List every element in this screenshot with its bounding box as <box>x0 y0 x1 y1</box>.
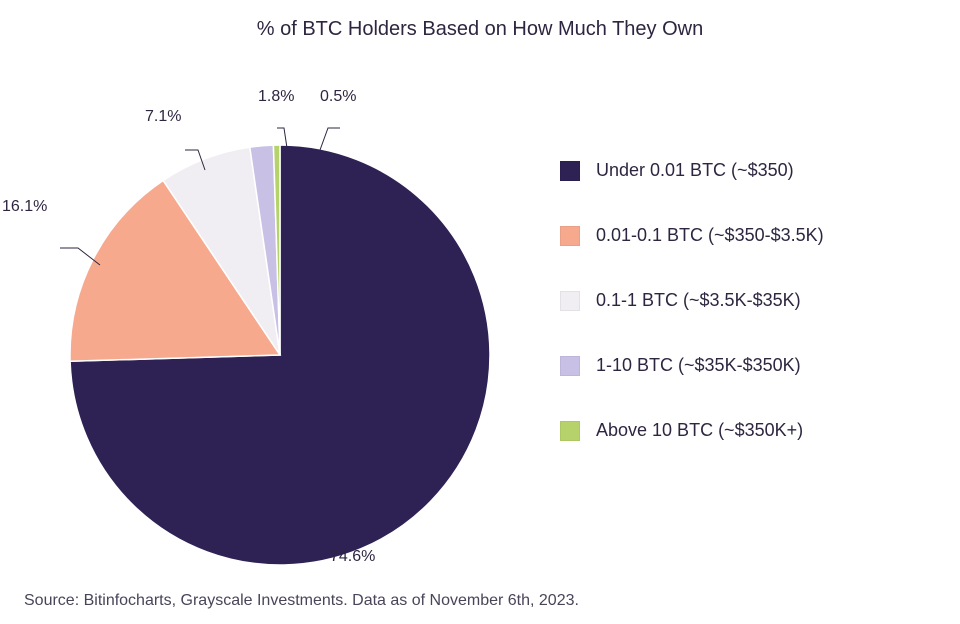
legend-item: Under 0.01 BTC (~$350) <box>560 160 940 181</box>
chart-container: % of BTC Holders Based on How Much They … <box>0 0 960 624</box>
slice-pct-label: 1.8% <box>258 88 294 106</box>
legend-label: 0.1-1 BTC (~$3.5K-$35K) <box>596 290 801 311</box>
legend-item: 1-10 BTC (~$35K-$350K) <box>560 355 940 376</box>
legend-label: 1-10 BTC (~$35K-$350K) <box>596 355 801 376</box>
legend-swatch <box>560 356 580 376</box>
legend-label: Above 10 BTC (~$350K+) <box>596 420 803 441</box>
slice-pct-label: 7.1% <box>145 108 181 126</box>
slice-pct-label: 74.6% <box>330 548 375 566</box>
source-text: Source: Bitinfocharts, Grayscale Investm… <box>24 592 579 610</box>
legend-label: 0.01-0.1 BTC (~$350-$3.5K) <box>596 225 824 246</box>
legend-item: 0.01-0.1 BTC (~$350-$3.5K) <box>560 225 940 246</box>
leader-line <box>320 128 340 150</box>
pie-chart <box>30 90 530 620</box>
legend: Under 0.01 BTC (~$350) 0.01-0.1 BTC (~$35… <box>560 160 940 485</box>
legend-item: Above 10 BTC (~$350K+) <box>560 420 940 441</box>
legend-item: 0.1-1 BTC (~$3.5K-$35K) <box>560 290 940 311</box>
legend-label: Under 0.01 BTC (~$350) <box>596 160 794 181</box>
legend-swatch <box>560 421 580 441</box>
legend-swatch <box>560 226 580 246</box>
legend-swatch <box>560 291 580 311</box>
pie-chart-area: 74.6% 16.1% 7.1% 1.8% 0.5% <box>0 60 520 580</box>
chart-title: % of BTC Holders Based on How Much They … <box>0 18 960 41</box>
slice-pct-label: 0.5% <box>320 88 356 106</box>
slice-pct-label: 16.1% <box>2 198 47 216</box>
legend-swatch <box>560 161 580 181</box>
